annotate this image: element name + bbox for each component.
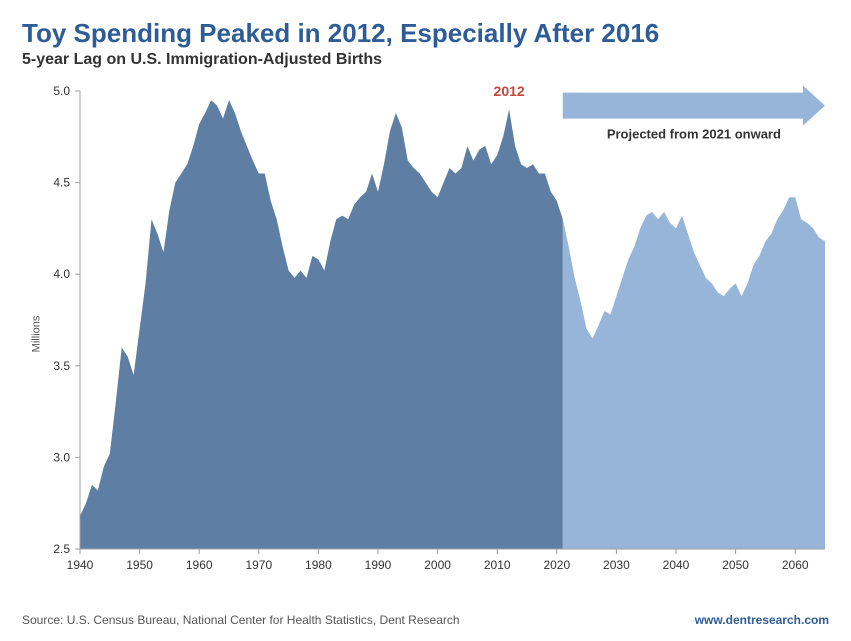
y-tick-label: 4.0 xyxy=(53,267,70,281)
historical-area xyxy=(80,100,563,549)
source-citation: Source: U.S. Census Bureau, National Cen… xyxy=(22,613,460,627)
x-tick-label: 1970 xyxy=(245,558,272,572)
x-tick-label: 2050 xyxy=(722,558,749,572)
x-tick-label: 2030 xyxy=(603,558,630,572)
y-tick-label: 2.5 xyxy=(53,542,70,556)
page-title: Toy Spending Peaked in 2012, Especially … xyxy=(22,18,829,49)
projection-label: Projected from 2021 onward xyxy=(607,127,781,142)
x-tick-label: 1980 xyxy=(305,558,332,572)
x-tick-label: 2060 xyxy=(782,558,809,572)
x-tick-label: 2010 xyxy=(484,558,511,572)
projection-arrow xyxy=(563,86,825,126)
projected-area xyxy=(563,197,825,549)
x-tick-label: 2020 xyxy=(543,558,570,572)
y-tick-label: 5.0 xyxy=(53,84,70,98)
y-tick-label: 3.5 xyxy=(53,359,70,373)
y-tick-label: 3.0 xyxy=(53,450,70,464)
x-tick-label: 1950 xyxy=(126,558,153,572)
y-axis-label: Millions xyxy=(30,316,42,353)
x-tick-label: 2040 xyxy=(663,558,690,572)
chart-area: Millions Projected from 2021 onward 2012 2… xyxy=(22,79,829,589)
x-tick-label: 2000 xyxy=(424,558,451,572)
peak-annotation: 2012 xyxy=(494,83,525,99)
y-tick-label: 4.5 xyxy=(53,176,70,190)
site-link[interactable]: www.dentresearch.com xyxy=(695,613,829,627)
x-tick-label: 1990 xyxy=(365,558,392,572)
page-subtitle: 5-year Lag on U.S. Immigration-Adjusted … xyxy=(22,51,829,69)
area-chart: Projected from 2021 onward 2012 2.5 3.0 3.5 4… xyxy=(22,79,829,589)
x-tick-label: 1940 xyxy=(67,558,94,572)
x-tick-label: 1960 xyxy=(186,558,213,572)
